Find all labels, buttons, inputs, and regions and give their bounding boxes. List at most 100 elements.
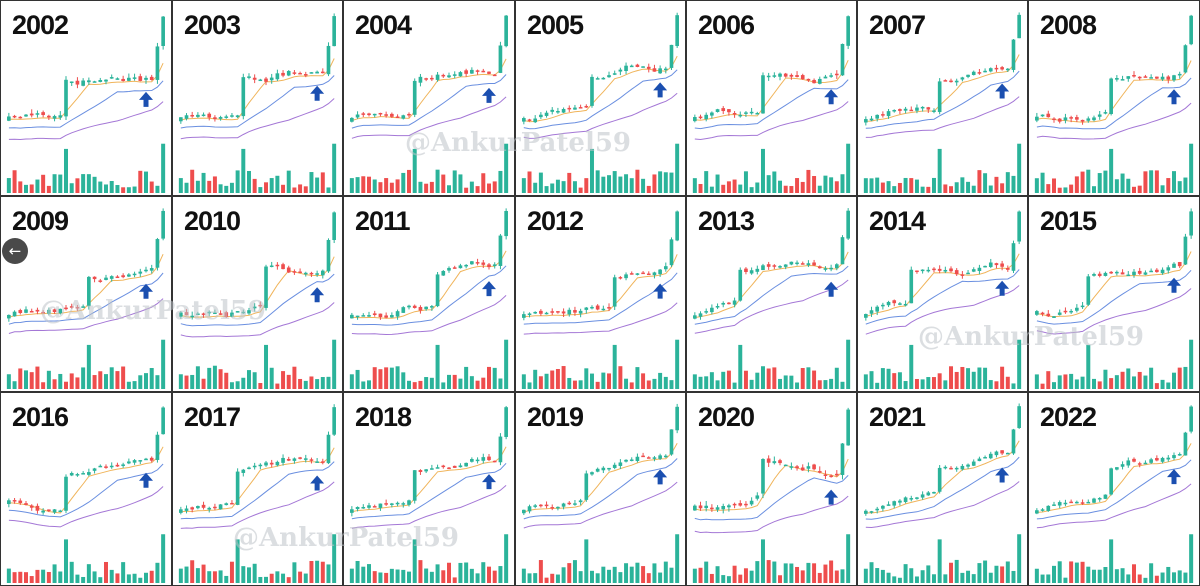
- volume-bar: [966, 368, 971, 389]
- chart-panel-2005: 2005: [515, 0, 686, 196]
- back-button[interactable]: ←: [2, 238, 28, 264]
- volume-bar: [372, 179, 377, 193]
- candle-body: [132, 273, 137, 276]
- volume-bar: [966, 181, 971, 193]
- candle-body: [1177, 454, 1182, 456]
- candle-body: [487, 71, 491, 74]
- volume-bar: [303, 380, 308, 389]
- volume-bar: [641, 178, 646, 193]
- candle-body: [138, 76, 143, 81]
- moving-average-line: [351, 462, 507, 520]
- candle-body: [624, 459, 628, 462]
- candle-body: [652, 457, 657, 459]
- candle-body: [35, 309, 40, 312]
- candle-body: [441, 271, 446, 276]
- candle-body: [1126, 460, 1131, 466]
- volume-bar: [1120, 173, 1125, 193]
- volume-bar: [190, 374, 195, 389]
- volume-bar: [418, 181, 423, 193]
- candle-body: [1103, 272, 1108, 276]
- volume-bar: [732, 382, 737, 389]
- candle-body: [635, 273, 640, 275]
- candle-body: [795, 262, 799, 265]
- volume-bar: [875, 568, 880, 583]
- volume-bar: [795, 382, 800, 389]
- candle-body: [584, 473, 589, 500]
- volume-bar: [892, 576, 897, 583]
- volume-bar: [675, 339, 680, 389]
- candle-body: [12, 311, 17, 317]
- panel-border: [172, 392, 343, 586]
- volume-bar: [555, 179, 560, 193]
- candle-body: [269, 462, 274, 465]
- moving-average-line: [523, 254, 678, 318]
- volume-bar: [897, 577, 902, 583]
- volume-bar: [618, 366, 623, 389]
- volume-bar: [663, 561, 668, 583]
- candle-body: [378, 313, 383, 318]
- up-arrow-icon: [653, 469, 668, 485]
- volume-bar: [863, 374, 868, 389]
- candle-body: [721, 505, 726, 510]
- volume-bar: [1183, 572, 1188, 583]
- volume-bar: [207, 180, 212, 193]
- volume-bar: [195, 366, 200, 389]
- volume-bar: [601, 566, 606, 583]
- candle-body: [447, 75, 451, 78]
- candle-body: [1155, 76, 1159, 79]
- candle-body: [669, 429, 674, 455]
- candle-body: [710, 507, 714, 510]
- candle-body: [1189, 406, 1193, 432]
- moving-average-line: [1036, 77, 1192, 130]
- volume-bar: [1086, 566, 1091, 583]
- candle-body: [1092, 498, 1096, 503]
- volume-bar: [834, 181, 839, 193]
- volume-bar: [18, 181, 23, 193]
- volume-bar: [389, 568, 394, 583]
- candle-body: [1126, 274, 1131, 277]
- volume-bar: [1011, 175, 1016, 193]
- candle-body: [384, 114, 388, 116]
- candle-body: [149, 268, 154, 271]
- candle-body: [1149, 459, 1153, 463]
- candle-body: [1017, 14, 1021, 39]
- candle-body: [367, 505, 371, 508]
- candle-body: [698, 116, 703, 119]
- candle-body: [817, 266, 822, 269]
- volume-bar: [58, 373, 63, 389]
- candle-body: [401, 115, 406, 119]
- volume-bar: [721, 184, 726, 193]
- volume-bar: [544, 373, 549, 389]
- candle-body: [778, 266, 782, 268]
- volume-bar: [920, 379, 925, 389]
- candle-body: [738, 503, 743, 506]
- volume-bar: [315, 177, 320, 193]
- volume-bar: [401, 172, 406, 193]
- candle-body: [384, 503, 388, 505]
- candle-body: [926, 107, 931, 110]
- volume-bar: [823, 175, 828, 193]
- candle-body: [960, 465, 965, 470]
- candle-body: [772, 461, 777, 464]
- candle-body: [886, 301, 891, 306]
- volume-bar: [115, 185, 120, 193]
- candle-body: [652, 272, 657, 276]
- volume-bar: [1126, 368, 1131, 389]
- volume-bar: [281, 371, 286, 389]
- volume-bar: [1137, 185, 1142, 193]
- candle-body: [292, 271, 297, 273]
- volume-bar: [207, 571, 212, 583]
- volume-bar: [178, 568, 183, 583]
- candle-body: [727, 109, 731, 113]
- moving-average-line: [180, 273, 335, 327]
- volume-bar: [726, 576, 731, 583]
- candle-body: [550, 109, 555, 112]
- volume-bar: [971, 574, 976, 583]
- candle-body: [475, 70, 480, 72]
- volume-bar: [207, 367, 212, 389]
- volume-bar: [258, 187, 263, 193]
- volume-bar: [292, 366, 297, 389]
- candle-body: [361, 506, 366, 509]
- candle-body: [504, 15, 508, 47]
- volume-bar: [641, 566, 646, 583]
